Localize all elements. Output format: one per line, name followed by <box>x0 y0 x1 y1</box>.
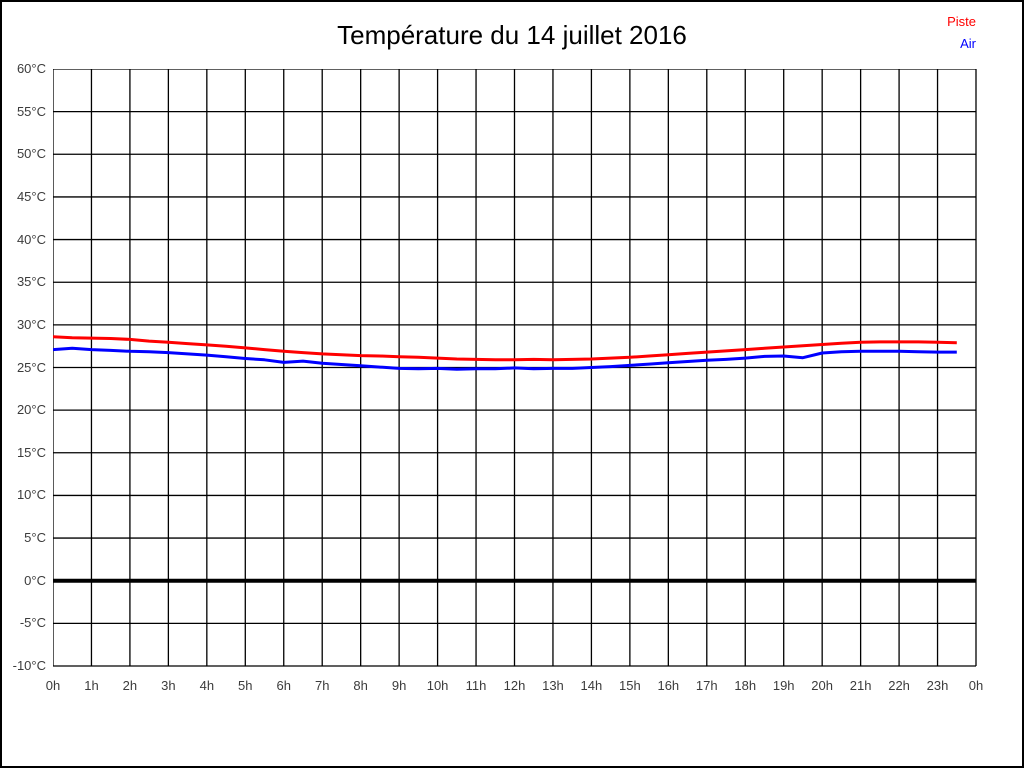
plot-area <box>53 69 977 667</box>
x-tick-label: 5h <box>238 678 253 693</box>
y-tick-label: 25°C <box>16 359 46 375</box>
y-tick-label: 0°C <box>24 572 46 588</box>
x-tick-label: 14h <box>580 678 603 693</box>
x-tick-label: 17h <box>695 678 718 693</box>
x-tick-label: 12h <box>503 678 526 693</box>
series-line-piste <box>53 335 957 362</box>
x-tick-label: 0h <box>968 678 984 693</box>
y-tick-label: 50°C <box>16 146 46 162</box>
x-tick-label: 13h <box>542 678 564 693</box>
y-tick-label: 15°C <box>16 444 46 460</box>
y-tick-label: 40°C <box>16 231 46 247</box>
x-tick-label: 9h <box>391 678 407 693</box>
x-tick-label: 1h <box>84 678 99 693</box>
x-tick-label: 15h <box>619 678 641 693</box>
x-tick-label: 7h <box>314 678 330 693</box>
y-tick-label: 60°C <box>16 61 46 76</box>
x-tick-label: 4h <box>199 678 215 693</box>
y-tick-label: 55°C <box>16 103 46 119</box>
legend-item-air: Air <box>960 36 976 51</box>
x-tick-label: 23h <box>926 678 949 693</box>
y-tick-label: -5°C <box>19 615 46 631</box>
y-tick-label: 35°C <box>16 274 46 290</box>
x-tick-label: 3h <box>161 678 176 693</box>
x-tick-label: 22h <box>888 678 910 693</box>
legend: Piste Air <box>947 14 976 51</box>
x-tick-label: 10h <box>426 678 449 693</box>
x-tick-label: 6h <box>276 678 291 693</box>
y-tick-label: 5°C <box>24 530 46 546</box>
y-tick-label: 20°C <box>16 402 46 418</box>
x-tick-label: 11h <box>465 678 487 693</box>
x-tick-label: 8h <box>353 678 368 693</box>
y-tick-label: -10°C <box>12 658 46 673</box>
y-tick-label: 45°C <box>16 188 46 204</box>
x-tick-label: 20h <box>811 678 833 693</box>
x-tick-label: 16h <box>657 678 680 693</box>
series-line-air <box>53 346 957 371</box>
x-tick-label: 21h <box>849 678 872 693</box>
legend-label-air: Air <box>960 36 976 51</box>
legend-item-piste: Piste <box>947 14 976 29</box>
x-tick-label: 18h <box>734 678 757 693</box>
y-tick-label: 30°C <box>16 316 46 332</box>
x-tick-label: 0h <box>45 678 61 693</box>
x-tick-label: 2h <box>122 678 138 693</box>
legend-label-piste: Piste <box>947 14 976 29</box>
x-tick-label: 19h <box>772 678 795 693</box>
chart-title: Température du 14 juillet 2016 <box>337 20 687 50</box>
y-tick-label: 10°C <box>16 487 46 503</box>
